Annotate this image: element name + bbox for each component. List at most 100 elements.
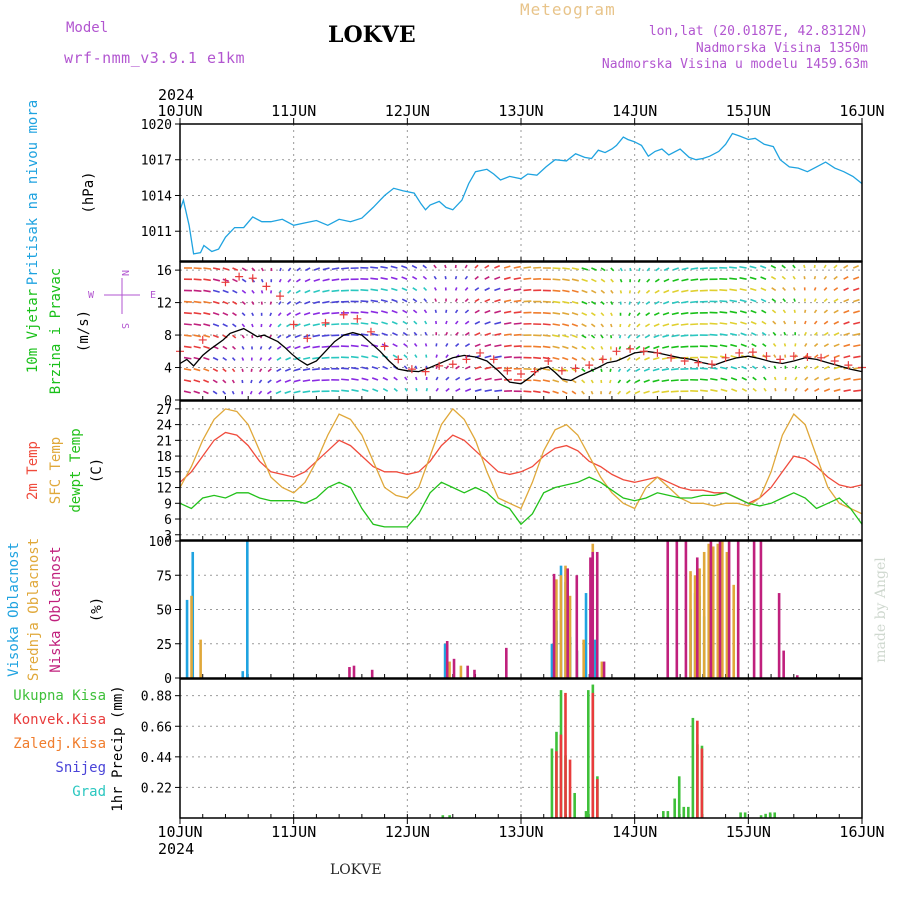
wind-barb xyxy=(552,312,561,315)
bar-clouds xyxy=(241,671,245,678)
gust-marker xyxy=(435,361,444,370)
wind-barb xyxy=(628,312,631,317)
wind-barb xyxy=(833,264,838,269)
wind-barb xyxy=(662,323,670,327)
wind-barb xyxy=(662,312,670,316)
wind-barb xyxy=(663,289,670,294)
wind-barb xyxy=(294,334,301,339)
wind-barb xyxy=(278,278,282,283)
y-axis-label: Visoka Oblacnost xyxy=(6,542,22,677)
wind-barb xyxy=(709,366,718,370)
bar-clouds xyxy=(725,551,729,678)
bar-precip xyxy=(682,806,686,818)
wind-barb xyxy=(341,378,349,381)
sfc-temp-line xyxy=(179,407,863,515)
wind-barb xyxy=(542,368,551,371)
wind-barb xyxy=(422,275,428,280)
wind-barb xyxy=(494,355,502,359)
wind-barb xyxy=(513,333,522,336)
x-tick-label-top: 16JUN xyxy=(839,102,884,120)
wind-barb xyxy=(250,379,253,384)
wind-barb xyxy=(241,278,247,283)
wind-barb xyxy=(813,276,817,280)
wind-barb xyxy=(474,298,480,303)
wind-barb xyxy=(635,368,641,372)
wind-barb xyxy=(413,320,418,325)
credit-watermark: made by Angel xyxy=(873,557,889,663)
wind-barb xyxy=(814,388,820,392)
wind-barb xyxy=(513,322,522,325)
wind-barb xyxy=(729,321,738,325)
wind-barb xyxy=(750,321,757,325)
bar-clouds xyxy=(666,541,670,678)
wind-barb xyxy=(267,379,272,384)
wind-barb xyxy=(232,289,238,294)
wind-barb xyxy=(286,300,292,305)
wind-barb xyxy=(321,334,330,337)
wind-barb xyxy=(464,275,469,280)
wind-barb xyxy=(212,278,221,282)
wind-barb xyxy=(823,309,829,314)
wind-barb xyxy=(371,354,379,359)
wind-barb xyxy=(761,331,767,336)
wind-barb xyxy=(203,390,209,395)
wind-barb xyxy=(590,357,595,361)
wind-barb xyxy=(293,390,301,394)
bar-clouds xyxy=(796,675,799,678)
wind-barb xyxy=(552,356,560,361)
wind-barb xyxy=(203,289,211,293)
y-tick-label: 0.66 xyxy=(141,720,172,735)
x-tick-label-top: 13JUN xyxy=(498,102,543,120)
wind-barb xyxy=(391,298,398,303)
wind-barb xyxy=(433,264,437,269)
wind-barb xyxy=(581,356,586,361)
compass-s: S xyxy=(119,323,130,329)
wind-barb xyxy=(465,388,472,392)
wind-barb xyxy=(445,354,449,359)
y-tick-label: 16 xyxy=(156,264,172,279)
wind-barb xyxy=(571,334,578,339)
wind-barb xyxy=(813,320,818,325)
wind-barb xyxy=(533,390,541,394)
wind-barb xyxy=(581,368,586,373)
wind-barb xyxy=(285,356,292,361)
wind-barb xyxy=(445,343,449,347)
wind-barb xyxy=(823,365,830,370)
wind-barb xyxy=(752,376,757,381)
bar-clouds xyxy=(589,557,592,678)
wind-barb xyxy=(276,345,282,350)
wind-barb xyxy=(804,343,808,347)
wind-barb xyxy=(571,289,579,293)
wind-barb xyxy=(484,332,491,336)
wind-barb xyxy=(312,323,320,327)
wind-barb xyxy=(552,379,560,383)
wind-barb xyxy=(302,390,311,394)
wind-barb xyxy=(561,379,568,383)
wind-barb xyxy=(287,289,292,294)
wind-barb xyxy=(590,379,594,384)
gust-marker xyxy=(762,352,771,361)
wind-barb xyxy=(494,321,502,325)
wind-barb xyxy=(340,367,349,370)
wind-barb xyxy=(454,287,458,291)
y-tick-label: 0 xyxy=(164,394,172,409)
wind-barb xyxy=(222,312,229,316)
wind-barb xyxy=(751,343,757,348)
wind-barb xyxy=(392,332,398,336)
wind-barb xyxy=(610,289,614,294)
wind-barb xyxy=(287,278,292,283)
wind-barb xyxy=(412,287,418,292)
wind-barb xyxy=(284,379,291,383)
wind-barb xyxy=(699,278,708,281)
wind-barb xyxy=(268,345,272,350)
legend-entry: Snijeg xyxy=(55,760,106,776)
wind-barb xyxy=(740,343,747,348)
wind-barb xyxy=(193,312,202,315)
wind-barb xyxy=(739,265,747,269)
wind-barb xyxy=(183,379,192,383)
wind-barb xyxy=(312,312,320,316)
wind-barb xyxy=(690,289,699,293)
wind-barb xyxy=(671,323,679,327)
wind-barb xyxy=(773,354,777,359)
wind-barb xyxy=(672,267,679,271)
